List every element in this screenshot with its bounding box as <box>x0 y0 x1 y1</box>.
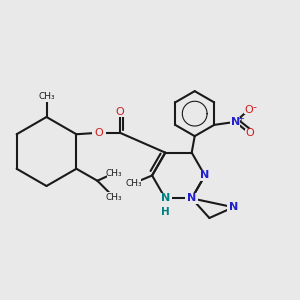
Text: N: N <box>187 194 196 203</box>
Text: N: N <box>161 194 170 203</box>
Text: O: O <box>116 107 124 117</box>
FancyBboxPatch shape <box>198 170 212 181</box>
Text: N: N <box>231 117 240 127</box>
Text: N: N <box>229 202 238 212</box>
Text: +: + <box>237 114 244 123</box>
Text: CH₃: CH₃ <box>106 193 122 202</box>
FancyBboxPatch shape <box>107 192 121 203</box>
Text: -: - <box>252 102 256 112</box>
FancyBboxPatch shape <box>127 178 141 188</box>
FancyBboxPatch shape <box>185 193 199 204</box>
FancyBboxPatch shape <box>158 193 172 204</box>
Text: CH₃: CH₃ <box>126 178 142 188</box>
FancyBboxPatch shape <box>113 106 127 118</box>
Text: CH₃: CH₃ <box>106 169 122 178</box>
Text: O: O <box>244 105 253 115</box>
Text: O: O <box>245 128 254 138</box>
Text: H: H <box>161 207 170 217</box>
Text: CH₃: CH₃ <box>38 92 55 100</box>
FancyBboxPatch shape <box>230 117 240 127</box>
FancyBboxPatch shape <box>92 127 106 139</box>
FancyBboxPatch shape <box>245 129 254 137</box>
Text: O: O <box>94 128 103 138</box>
FancyBboxPatch shape <box>244 106 253 114</box>
Text: N: N <box>200 170 209 181</box>
FancyBboxPatch shape <box>107 168 121 178</box>
FancyBboxPatch shape <box>40 90 53 102</box>
FancyBboxPatch shape <box>227 202 240 213</box>
